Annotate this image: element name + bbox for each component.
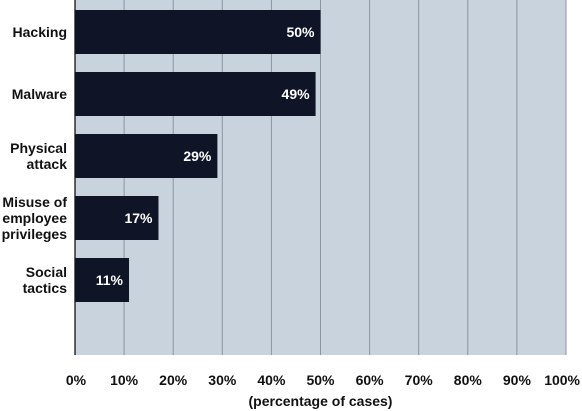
bar (75, 258, 130, 302)
x-tick-label: 40% (257, 372, 286, 388)
bar (75, 72, 316, 116)
bar (75, 196, 159, 240)
category-label: Misuse of employee privileges (2, 194, 68, 242)
bars: 50% 49% 29% 17% 11% (75, 10, 321, 302)
x-tick-label: 30% (208, 372, 237, 388)
data-label: 50% (286, 24, 315, 40)
x-tick-label: 10% (110, 372, 139, 388)
x-tick-label: 60% (356, 372, 385, 388)
category-label: Malware (12, 86, 67, 102)
x-tick-label: 100% (544, 372, 580, 388)
category-label: Hacking (13, 24, 67, 40)
x-tick-label: 70% (405, 372, 434, 388)
x-tick-label: 50% (306, 372, 335, 388)
data-label: 11% (96, 272, 124, 288)
category-label: Physical attack (10, 140, 67, 172)
data-label: 29% (183, 148, 212, 164)
x-tick-label: 80% (454, 372, 483, 388)
bar (75, 10, 321, 54)
data-label: 17% (124, 210, 153, 226)
category-labels: Hacking Malware Physical attack Misuse of emp… (2, 24, 68, 296)
x-tick-label: 0% (66, 372, 87, 388)
x-tick-label: 90% (503, 372, 532, 388)
x-tick-labels: 0% 10% 20% 30% 40% 50% 60% 70% 80% 90% 100% (66, 372, 581, 388)
bar (75, 134, 218, 178)
x-tick-label: 20% (159, 372, 188, 388)
x-axis-title: (percentage of cases) (249, 393, 393, 409)
data-label: 49% (282, 86, 311, 102)
category-label: Social tactics (23, 264, 68, 296)
